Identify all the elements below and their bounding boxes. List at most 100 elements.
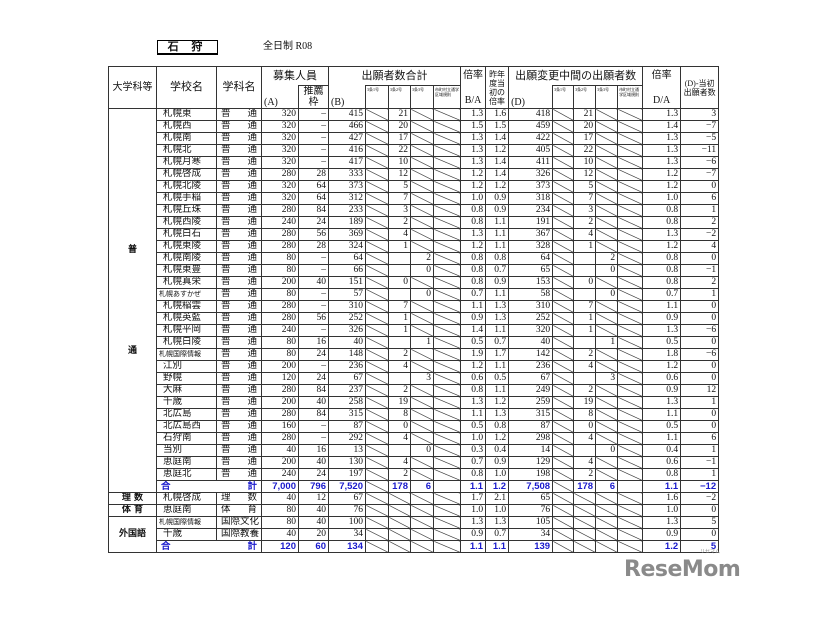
applicants-b: 315 <box>328 408 366 421</box>
header-ratio-da: 倍率 D/A <box>642 66 682 109</box>
dept-name: 普通 <box>216 216 262 229</box>
b-sub-1-slash <box>365 336 389 349</box>
applicants-b: 415 <box>328 108 366 121</box>
d-sub-2: 0 <box>573 276 597 289</box>
header-b: (B) <box>328 85 366 109</box>
prev-ratio: 1.2 <box>485 396 510 409</box>
d-sub-3-slash <box>595 540 619 553</box>
ratio-da: 1.2 <box>642 180 682 193</box>
ratio-ba: 1.3 <box>460 156 487 169</box>
diff: 0 <box>680 336 720 349</box>
d-sub-3-slash <box>595 168 619 181</box>
total-label: 合計 <box>156 540 262 553</box>
dept-char: 通 <box>247 145 257 156</box>
applicants-b: 151 <box>328 276 366 289</box>
school-name: 札幌真栄 <box>156 276 217 289</box>
ratio-da: 0.8 <box>642 264 682 277</box>
header-prev-ratio: 昨年度当初の倍率 <box>485 66 510 109</box>
b-sub-4-slash <box>432 252 462 265</box>
d-sub-3-slash <box>595 204 619 217</box>
table-row: 理 数札幌啓成理数 40 12 67 1.7 2.1 65 1.6 −2 <box>108 492 720 505</box>
ratio-ba: 0.8 <box>460 264 487 277</box>
d-sub-3-slash <box>595 432 619 445</box>
b-sub-4-slash <box>432 492 462 505</box>
b-sub-1-slash <box>365 156 389 169</box>
suisen: 28 <box>298 240 329 253</box>
b-sub-1-slash <box>365 192 389 205</box>
b-sub-1-slash <box>365 144 389 157</box>
header-sub-3: 3条3号 <box>410 85 434 109</box>
d-sub-2: 8 <box>573 408 597 421</box>
b-sub-4-slash <box>432 420 462 433</box>
recruit-a: 320 <box>261 180 299 193</box>
ratio-da: 1.3 <box>642 324 682 337</box>
table-row: 北広島西普通 160–87 0 0.5 0.8 87 0 0.5 0 <box>109 420 720 433</box>
recruit-a: 40 <box>261 528 299 541</box>
applicants-b: 7,520 <box>328 480 366 493</box>
d-sub-1-slash <box>552 444 575 457</box>
prev-ratio: 1.2 <box>485 480 510 493</box>
dept-char: 体 <box>221 505 231 516</box>
dept-char: 通 <box>247 433 257 444</box>
d-sub-2: 7 <box>573 300 597 313</box>
recruit-a: 280 <box>261 408 299 421</box>
recruit-a: 280 <box>261 228 299 241</box>
b-sub-1-slash <box>365 540 389 553</box>
d-sub-4-slash <box>617 420 644 433</box>
b-sub-3-slash <box>410 396 434 409</box>
ratio-ba: 1.0 <box>460 432 487 445</box>
d-sub-3-slash <box>595 108 619 121</box>
dept-name: 普通 <box>216 408 262 421</box>
dept-char: 通 <box>247 229 257 240</box>
dept-char: 国際文化 <box>221 517 260 528</box>
d-sub-3: 0 <box>595 264 619 277</box>
dept-char: 普 <box>221 265 231 276</box>
header-applicants-total: 出願者数合計 <box>327 66 462 86</box>
b-sub-2-slash <box>388 528 411 541</box>
table-row: 江別普通 200–236 4 1.2 1.1 236 4 1.2 0 <box>109 360 720 373</box>
school-name: 札幌あすかぜ <box>156 288 217 301</box>
applicants-b: 416 <box>328 144 366 157</box>
dept-char: 通 <box>247 193 257 204</box>
applicants-b: 87 <box>328 420 366 433</box>
suisen: 40 <box>298 456 329 469</box>
dept-name: 国際文化 <box>216 516 262 529</box>
suisen: – <box>298 120 329 133</box>
diff: 0 <box>680 408 720 421</box>
suisen: 24 <box>298 348 329 361</box>
group-futsu-text: 通 <box>127 345 137 356</box>
school-name: 札幌白石 <box>156 228 217 241</box>
dept-name: 普通 <box>216 336 262 349</box>
b-sub-4-slash <box>432 324 462 337</box>
prev-ratio: 1.1 <box>485 216 510 229</box>
ratio-da: 0.5 <box>642 420 682 433</box>
ratio-da: 0.5 <box>642 336 682 349</box>
dept-name: 普通 <box>216 204 262 217</box>
ratio-ba: 1.5 <box>460 120 487 133</box>
d-sub-4-slash <box>617 156 644 169</box>
school-name: 札幌東陵 <box>156 240 217 253</box>
applicants-b: 312 <box>328 192 366 205</box>
dept-name: 普通 <box>216 288 262 301</box>
d-sub-3: 0 <box>595 288 619 301</box>
d-sub-1-slash <box>552 540 575 553</box>
school-name: 千歳 <box>156 396 217 409</box>
prev-ratio: 0.7 <box>485 336 510 349</box>
b-sub-1-slash <box>365 228 389 241</box>
ratio-ba: 1.2 <box>460 360 487 373</box>
dept-char: 理 <box>221 493 231 504</box>
interim-d: 142 <box>508 348 554 361</box>
dept-char: 普 <box>221 313 231 324</box>
table-row: 札幌東豊普通 80–66 0 0.8 0.7 65 0 0.8 −1 <box>109 264 720 277</box>
b-sub-3: 0 <box>410 444 434 457</box>
diff: 4 <box>680 240 720 253</box>
b-sub-2 <box>388 372 411 385</box>
suisen: – <box>298 132 329 145</box>
total-label-left: 合 <box>161 481 171 492</box>
diff: −6 <box>680 348 720 361</box>
dept-char: 通 <box>247 241 257 252</box>
d-sub-1-slash <box>552 204 575 217</box>
d-sub-1-slash <box>552 312 575 325</box>
table-row: 外国語 札幌国際情報 国際文化 80 40 100 1.3 1.3 105 1.3 5 <box>108 516 720 553</box>
b-sub-4-slash <box>432 156 462 169</box>
